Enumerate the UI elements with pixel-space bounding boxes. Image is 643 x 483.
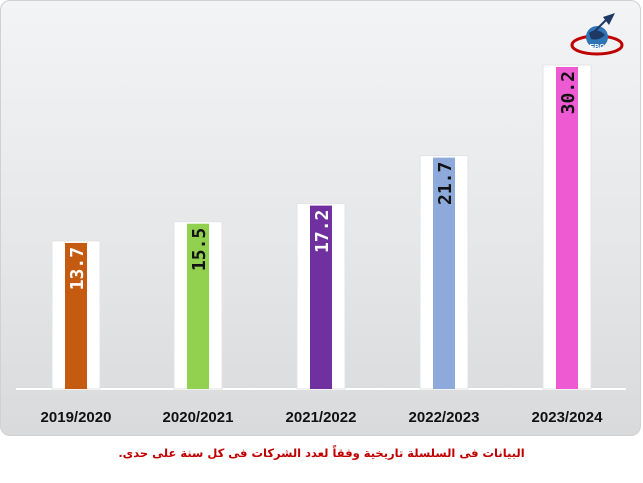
- chart-panel: 13.7 15.5 17.2 21.7 30.2 2019/2020 2020/2021 2…: [0, 0, 641, 436]
- data-label: 15.5: [189, 228, 210, 271]
- svg-text:EBC: EBC: [590, 44, 605, 51]
- x-tick-label: 2022/2023: [409, 409, 480, 426]
- data-label: 21.7: [435, 162, 456, 205]
- bar-chart: 13.7 15.5 17.2 21.7 30.2 2019/2020 2020/2021 2…: [16, 64, 626, 426]
- x-tick-label: 2021/2022: [286, 409, 357, 426]
- data-label: 13.7: [67, 247, 88, 290]
- bar: [187, 223, 209, 389]
- bar: [433, 157, 455, 389]
- bar: [556, 67, 578, 389]
- x-tick-label: 2020/2021: [163, 409, 234, 426]
- ebc-logo-icon: EBC: [570, 13, 624, 56]
- x-tick-label: 2023/2024: [532, 409, 604, 426]
- footnote: البيانات فى السلسلة تاريخية وفقاً لعدد ا…: [118, 446, 525, 460]
- data-label: 17.2: [312, 210, 333, 253]
- x-tick-label: 2019/2020: [41, 409, 112, 426]
- bar: [65, 242, 87, 389]
- bar: [310, 205, 332, 389]
- data-label: 30.2: [558, 71, 579, 114]
